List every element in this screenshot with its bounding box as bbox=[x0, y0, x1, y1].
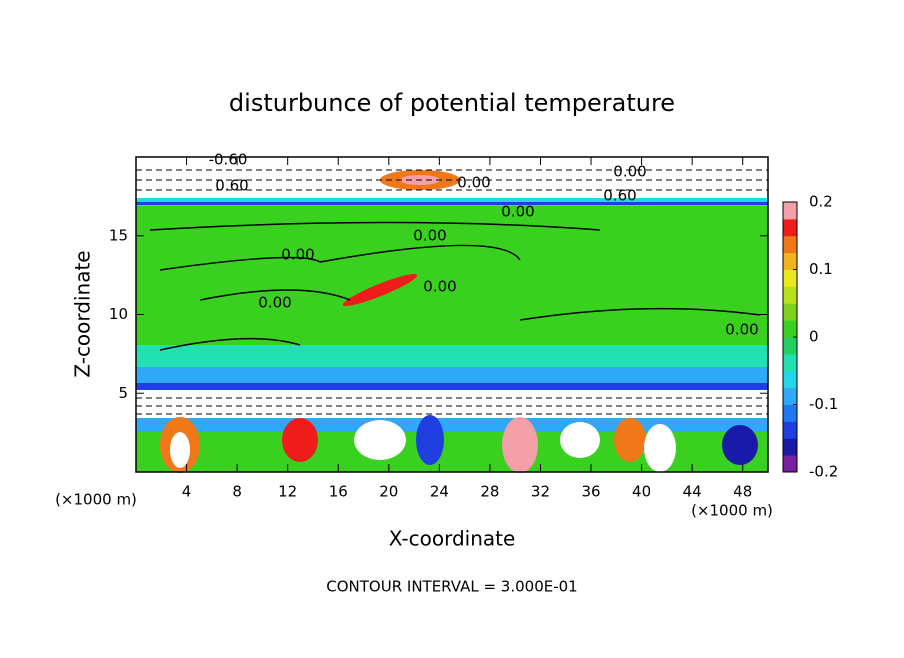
x-tick-label: 24 bbox=[430, 483, 449, 501]
colorbar-tick-label: -0.2 bbox=[809, 463, 838, 481]
field-band bbox=[136, 367, 768, 385]
x-axis-label: X-coordinate bbox=[389, 527, 516, 551]
field-blob bbox=[282, 418, 318, 462]
y-tick-label: 15 bbox=[109, 226, 128, 244]
colorbar-cell bbox=[783, 202, 797, 220]
field-band bbox=[136, 345, 768, 367]
colorbar-tick-label: 0.2 bbox=[809, 193, 833, 211]
colorbar-cell bbox=[783, 286, 797, 304]
colorbar-cell bbox=[783, 455, 797, 473]
field-blob bbox=[354, 420, 406, 460]
x-tick-label: 36 bbox=[581, 483, 600, 501]
contour-label: 0.00 bbox=[413, 227, 446, 245]
x-tick-label: 32 bbox=[531, 483, 550, 501]
colorbar-tick-label: -0.1 bbox=[809, 395, 838, 413]
contour-label: 0.60 bbox=[603, 187, 636, 205]
field-blob bbox=[560, 422, 600, 458]
colorbar-cell bbox=[783, 404, 797, 422]
colorbar-cell bbox=[783, 252, 797, 270]
contour-label: 0.00 bbox=[725, 321, 758, 339]
colorbar-tick-label: 0 bbox=[809, 328, 819, 346]
contour-label: 0.00 bbox=[281, 246, 314, 264]
field-band bbox=[136, 383, 768, 390]
contour-label: 0.00 bbox=[423, 278, 456, 296]
field-blob bbox=[416, 415, 444, 465]
contour-label: 0.00 bbox=[613, 163, 646, 181]
colorbar-cell bbox=[783, 320, 797, 338]
field-blob bbox=[170, 432, 190, 468]
y-tick-label: 10 bbox=[109, 305, 128, 323]
colorbar-cell bbox=[783, 269, 797, 287]
contour-line bbox=[149, 221, 761, 351]
field-blob bbox=[614, 418, 646, 462]
x-tick-label: 20 bbox=[379, 483, 398, 501]
contour-label: 0.00 bbox=[258, 294, 291, 312]
contour-line bbox=[136, 169, 768, 415]
x-tick-label: 28 bbox=[480, 483, 499, 501]
y-unit: (×1000 m) bbox=[55, 491, 137, 509]
colorbar-cell bbox=[783, 353, 797, 372]
contour-label: -0.60 bbox=[209, 151, 248, 169]
x-tick-label: 44 bbox=[683, 483, 702, 501]
colorbar-cell bbox=[783, 370, 797, 389]
colorbar-tick-label: 0.1 bbox=[809, 260, 833, 278]
chart-title: disturbunce of potential temperature bbox=[229, 89, 675, 117]
field-blob bbox=[644, 424, 676, 472]
colorbar-cell bbox=[783, 218, 797, 237]
field bbox=[136, 157, 768, 473]
colorbar-cell bbox=[783, 387, 797, 405]
contour-label: 0.00 bbox=[457, 174, 490, 192]
colorbar-cell bbox=[783, 438, 797, 456]
colorbar-cell bbox=[783, 303, 797, 321]
x-tick-label: 40 bbox=[632, 483, 651, 501]
field-band bbox=[136, 202, 768, 205]
contour-label: 0.00 bbox=[501, 203, 534, 221]
colorbar-cell bbox=[783, 235, 797, 254]
field-blob bbox=[722, 425, 758, 465]
y-axis-label: Z-coordinate bbox=[71, 250, 95, 377]
colorbar-cell bbox=[783, 421, 797, 439]
field-band bbox=[136, 418, 768, 432]
x-tick-label: 8 bbox=[232, 483, 242, 501]
x-tick-label: 4 bbox=[182, 483, 192, 501]
contour-label: 0.60 bbox=[215, 177, 248, 195]
x-tick-label: 48 bbox=[733, 483, 752, 501]
x-unit: (×1000 m) bbox=[691, 502, 773, 520]
footer: CONTOUR INTERVAL = 3.000E-01 bbox=[326, 578, 577, 596]
field-blob bbox=[502, 417, 538, 473]
field-blob bbox=[342, 274, 418, 306]
colorbar-cell bbox=[783, 337, 797, 355]
x-tick-label: 16 bbox=[329, 483, 348, 501]
y-tick-label: 5 bbox=[118, 384, 128, 402]
x-tick-label: 12 bbox=[278, 483, 297, 501]
